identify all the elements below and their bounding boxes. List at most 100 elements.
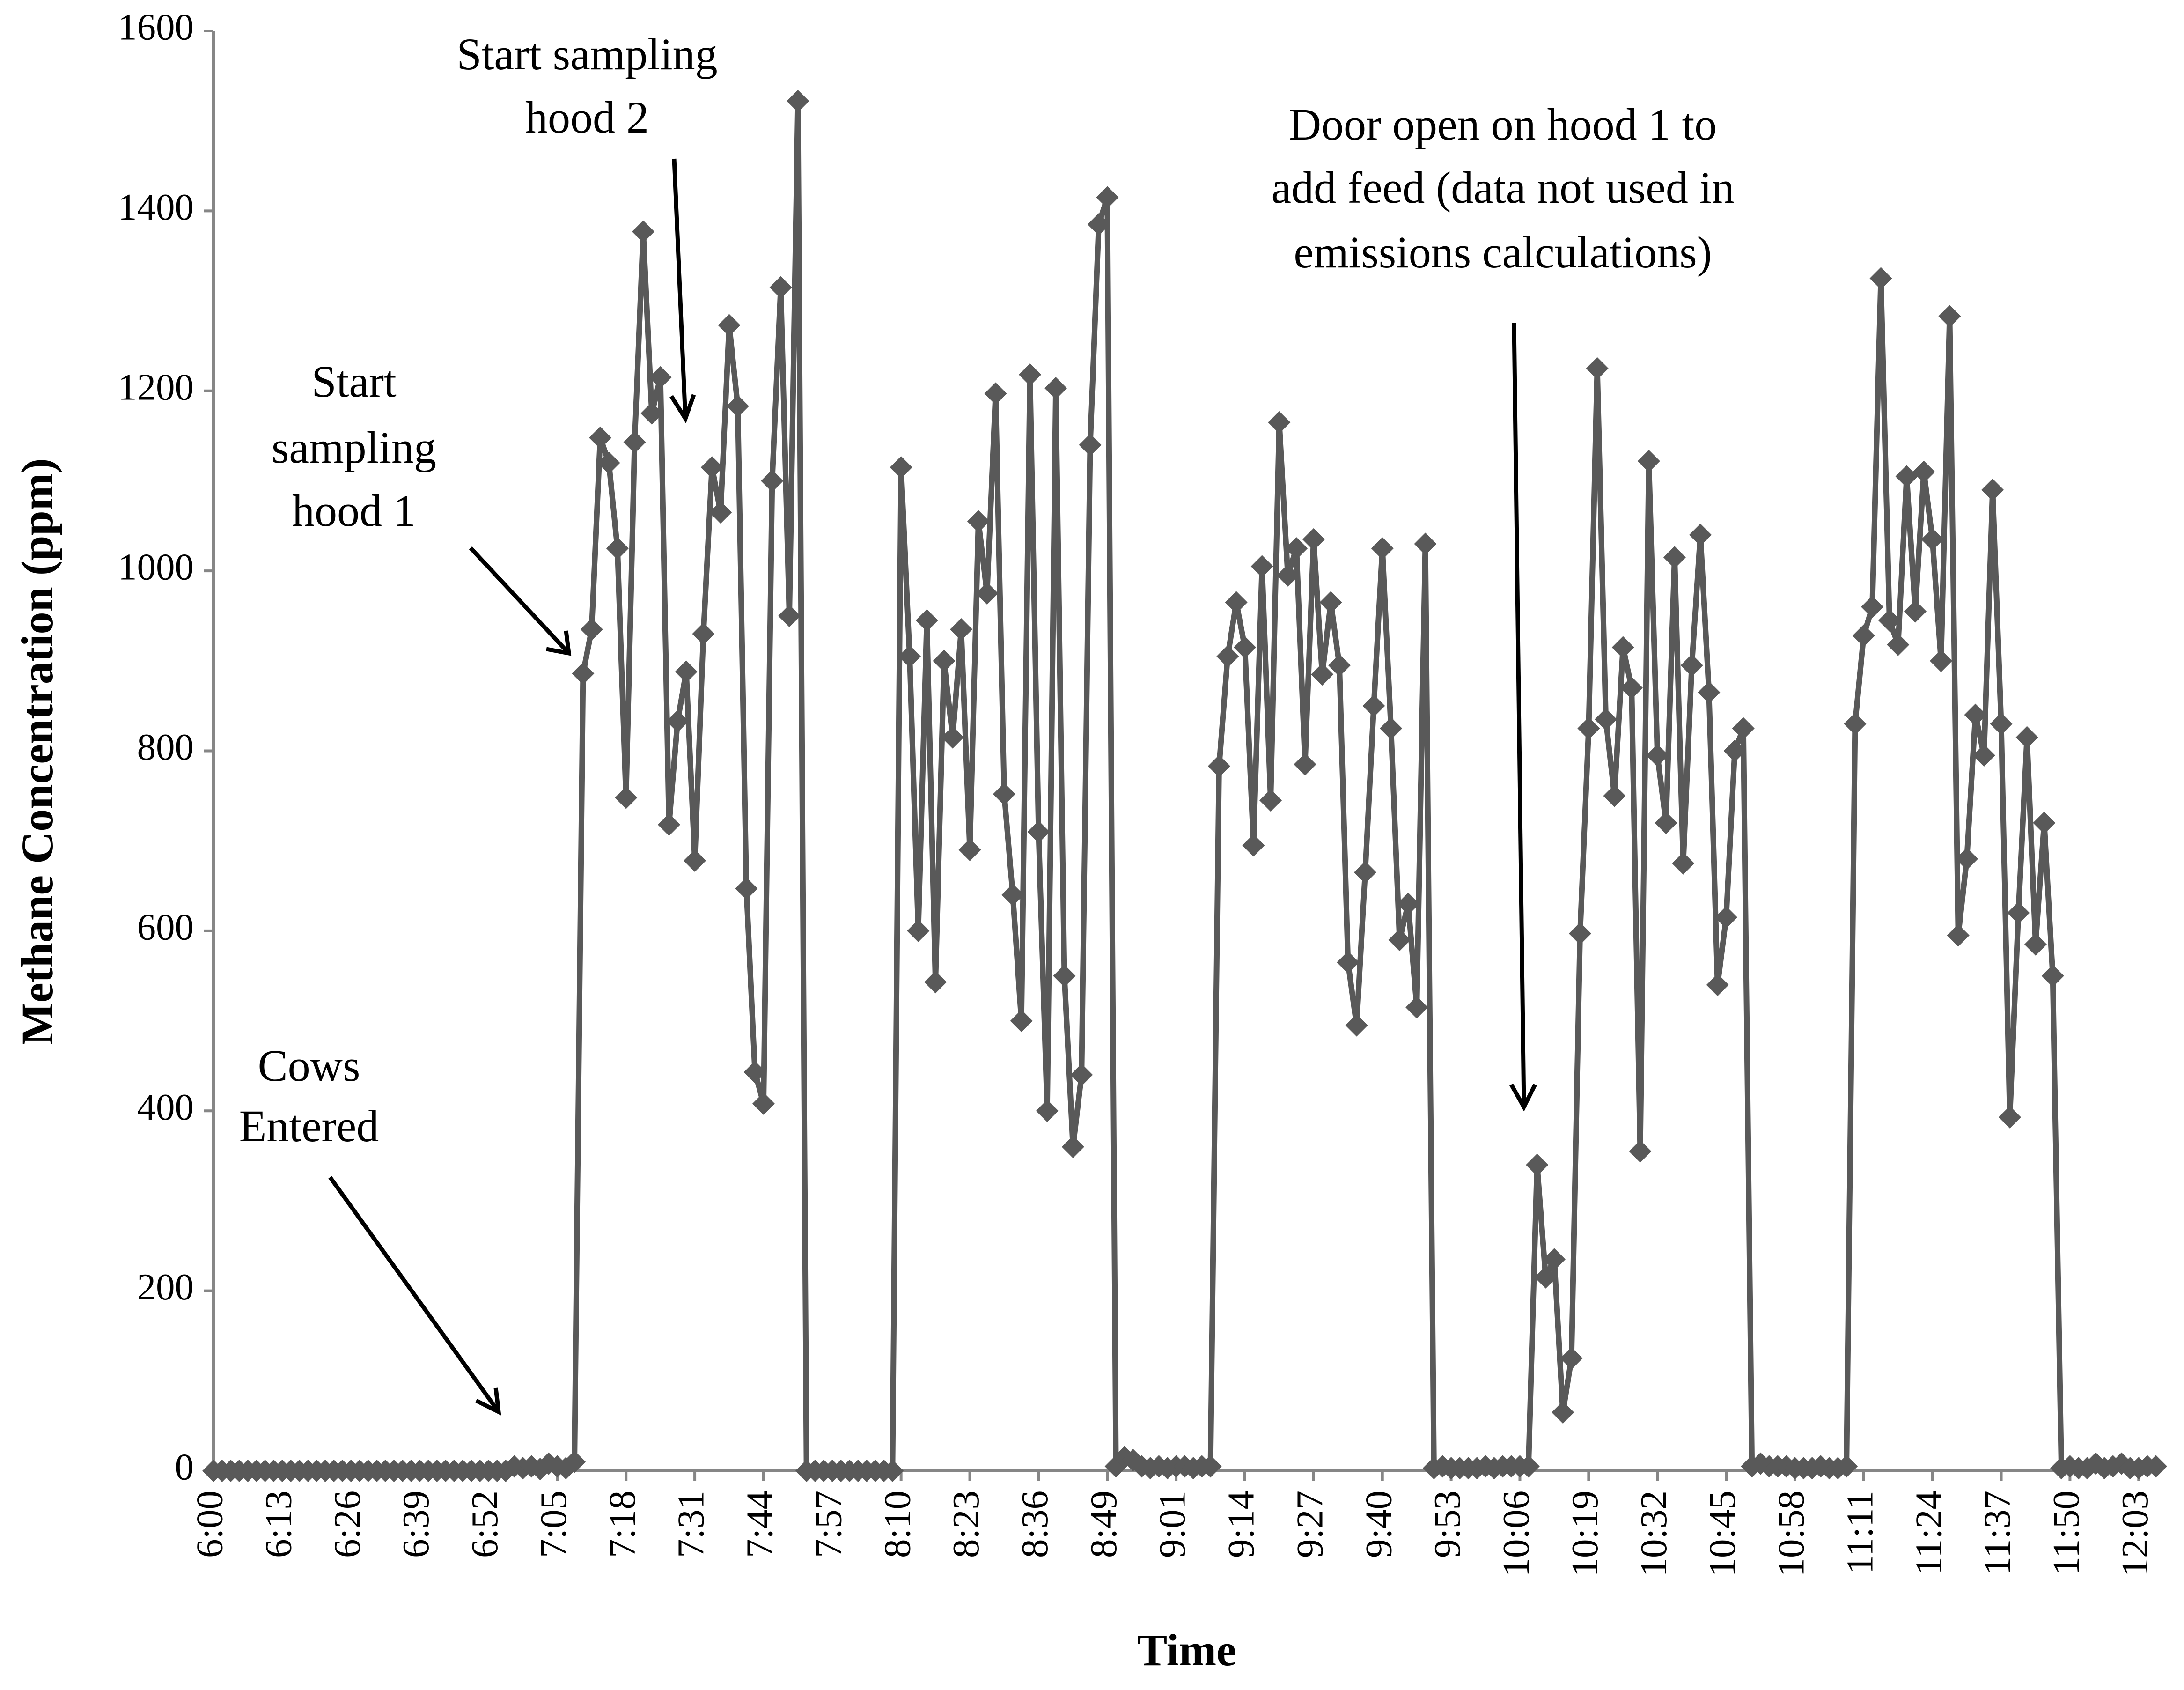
data-point [700,456,723,479]
data-point [1027,820,1050,843]
annotation: sampling [272,422,436,472]
arrow [328,1176,500,1413]
annotation: hood 2 [525,92,649,142]
data-point [1079,434,1102,457]
data-point [778,605,801,627]
annotation-arrows [328,158,1537,1416]
data-point [1869,267,1892,290]
data-point [1019,363,1042,386]
annotation: Start sampling [456,29,717,79]
x-tick-label: 6:26 [326,1491,368,1558]
data-point [1061,1136,1084,1159]
data-point [907,919,930,942]
data-point [1207,755,1230,778]
y-tick-label: 800 [137,726,194,768]
data-point [1199,1455,1222,1478]
data-point [718,314,741,337]
data-point [2015,726,2038,749]
data-point [1044,376,1067,399]
data-point [1947,924,1970,947]
data-point [1096,186,1119,209]
arrow [1512,323,1526,1107]
x-tick-label: 11:50 [2045,1491,2087,1576]
data-point [1414,532,1437,555]
arrow-head [669,394,696,424]
data-point [1895,465,1918,488]
data-point [2041,964,2064,987]
data-point [2007,901,2030,924]
data-point [761,469,784,492]
arrow [672,158,688,419]
data-point [1663,546,1686,569]
x-axis-title: Time [1137,1625,1236,1675]
data-point [1981,479,2004,502]
data-point [967,510,990,533]
data-point [572,662,595,685]
y-tick-label: 1200 [118,366,194,408]
arrow-head [546,630,572,656]
data-point [1242,834,1265,857]
data-point [1345,1014,1368,1037]
data-point [1706,974,1729,996]
x-tick-label: 8:10 [876,1491,918,1558]
annotation: Start [311,356,397,406]
x-tick-label: 8:23 [945,1491,987,1558]
data-point [1250,555,1273,578]
data-point [1010,1010,1033,1033]
data-point [632,220,654,243]
data-point [2076,1457,2099,1480]
data-point [597,451,620,474]
data-point [1268,411,1291,434]
data-point [580,618,603,641]
data-point [898,645,921,668]
data-point [1680,654,1703,677]
data-point [1311,663,1334,686]
data-point [1543,1248,1566,1271]
data-point [1972,744,1995,767]
annotation: Entered [239,1101,379,1151]
y-tick-label: 400 [137,1086,194,1128]
x-tick-label: 10:58 [1770,1491,1812,1577]
data-point [1689,524,1712,546]
data-point [1405,996,1428,1019]
data-point [1921,528,1944,551]
x-tick-label: 6:00 [189,1491,231,1558]
x-tick-label: 10:19 [1564,1491,1606,1577]
data-point [1852,624,1875,647]
data-point [623,431,646,454]
x-tick-label: 6:52 [463,1491,506,1558]
data-point [709,501,732,524]
data-point [915,609,938,632]
data-point [1397,893,1419,915]
data-point [1586,357,1609,380]
data-point [976,582,999,605]
data-point [640,402,663,425]
data-point [1319,591,1342,614]
data-point [589,426,612,449]
x-tick-label: 11:24 [1907,1491,1949,1576]
data-point [1887,633,1910,656]
x-tick-label: 7:57 [807,1491,849,1558]
data-point [2145,1455,2167,1478]
data-point [1672,852,1695,875]
data-point [1070,1063,1093,1086]
data-point [984,382,1007,405]
data-point [2024,933,2047,956]
data-point [890,456,912,479]
data-point [881,1460,904,1482]
x-tick-label: 7:44 [739,1491,781,1558]
x-tick-label: 10:45 [1701,1491,1743,1577]
data-point [1577,717,1600,740]
data-point [1595,708,1618,731]
data-point [924,971,947,994]
data-point [1698,681,1721,704]
x-tick-label: 12:03 [2114,1491,2156,1577]
y-axis-title: Methane Concentration (ppm) [12,458,62,1045]
data-point [1998,1106,2021,1129]
data-point [933,649,956,672]
data-point [1354,861,1377,884]
data-point [1715,906,1738,929]
x-tick-label: 11:11 [1838,1491,1881,1574]
data-point [1362,694,1385,717]
x-tick-label: 9:14 [1220,1491,1262,1558]
